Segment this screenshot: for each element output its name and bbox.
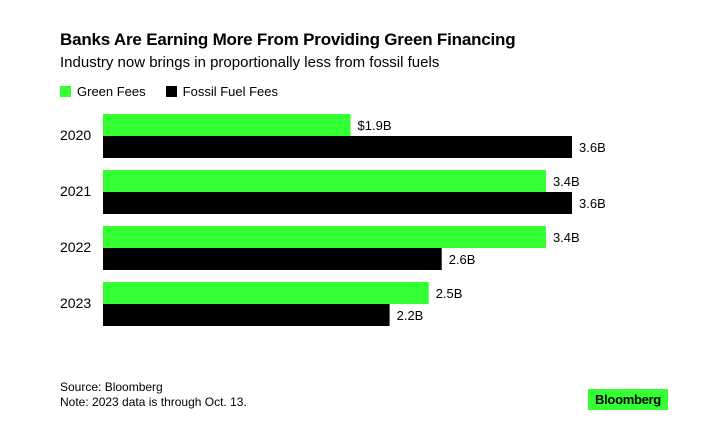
category-label-2023: 2023 <box>60 295 91 311</box>
bar-fossil-2023 <box>103 304 390 326</box>
legend-item-green-fees: Green Fees <box>60 84 146 99</box>
category-label-2022: 2022 <box>60 239 91 255</box>
legend-label-fossil-fuel-fees: Fossil Fuel Fees <box>182 84 279 99</box>
data-label-green-2023: 2.5B <box>436 286 463 301</box>
bar-fossil-2021 <box>103 192 572 214</box>
data-label-fossil-2022: 2.6B <box>449 252 476 267</box>
footnote: Note: 2023 data is through Oct. 13. <box>60 395 247 409</box>
legend-swatch-black <box>165 86 177 97</box>
legend: Green Fees Fossil Fuel Fees <box>60 84 298 99</box>
data-label-green-2022: 3.4B <box>553 230 580 245</box>
source-note: Source: Bloomberg <box>60 380 163 394</box>
data-label-green-2020: $1.9B <box>358 118 392 133</box>
legend-swatch-green <box>60 86 71 97</box>
bar-green-2022 <box>103 226 546 248</box>
chart-subtitle: Industry now brings in proportionally le… <box>60 54 440 71</box>
data-label-green-2021: 3.4B <box>553 174 580 189</box>
data-label-fossil-2020: 3.6B <box>579 140 606 155</box>
legend-item-fossil-fuel-fees: Fossil Fuel Fees <box>165 84 279 99</box>
data-label-fossil-2023: 2.2B <box>397 308 424 323</box>
bar-green-2021 <box>103 170 546 192</box>
category-label-2021: 2021 <box>60 183 91 199</box>
legend-label-green-fees: Green Fees <box>77 84 146 99</box>
bar-fossil-2020 <box>103 136 572 158</box>
bar-fossil-2022 <box>103 248 442 270</box>
data-label-fossil-2021: 3.6B <box>579 196 606 211</box>
bar-green-2023 <box>103 282 429 304</box>
chart-title: Banks Are Earning More From Providing Gr… <box>60 30 516 49</box>
category-label-2020: 2020 <box>60 127 91 143</box>
bar-green-2020 <box>103 114 351 136</box>
bloomberg-logo: Bloomberg <box>588 389 668 410</box>
